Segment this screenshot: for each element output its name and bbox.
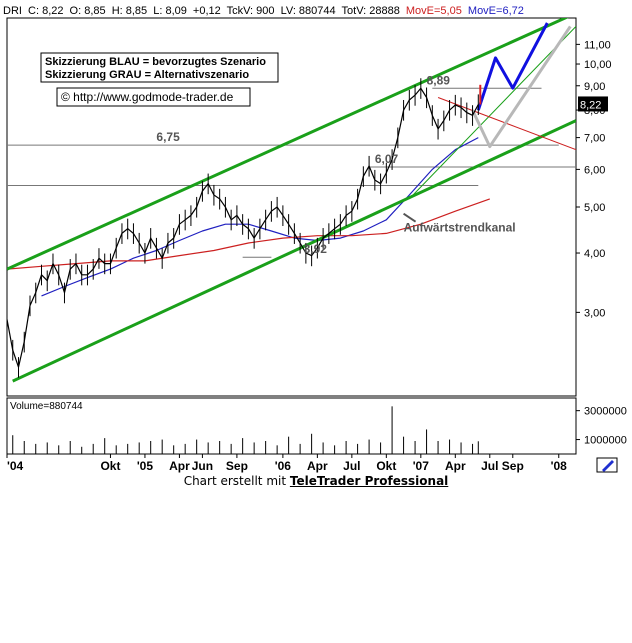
y-tick-label: 10,00 <box>584 59 612 71</box>
header-low: L: 8,09 <box>153 5 187 17</box>
x-axis: '04 Okt '05 Apr Jun Sep '06 Apr Jul Okt '07 Apr Jul S… <box>6 454 568 473</box>
annotation-label: 6,75 <box>156 130 180 144</box>
x-tick-label: '08 <box>551 459 568 473</box>
annotation-label: Aufwärtstrendkanal <box>404 221 516 235</box>
pen-icon[interactable] <box>596 457 618 473</box>
x-tick-label: '05 <box>137 459 154 473</box>
volume-bars <box>12 406 479 454</box>
volume-tick-label: 1000000 <box>584 435 627 447</box>
legend-line-grey: Skizzierung GRAU = Alternativszenario <box>45 69 249 81</box>
header-close: C: 8,22 <box>28 5 63 17</box>
x-tick-label: Okt <box>376 459 396 473</box>
y-tick-label: 6,00 <box>584 164 605 176</box>
footer-credit: Chart erstellt mit TeleTrader Profession… <box>0 474 632 488</box>
source-url: © http://www.godmode-trader.de <box>61 90 234 104</box>
series-grey-scenario <box>471 25 572 149</box>
x-tick-label: '06 <box>275 459 292 473</box>
series-ma-red <box>7 198 491 270</box>
x-tick-label: Apr <box>307 459 328 473</box>
chart-lines <box>7 18 576 383</box>
annotation-arrow <box>403 212 417 223</box>
x-tick-label: Sep <box>226 459 248 473</box>
price-series <box>7 78 482 378</box>
y-tick-label: 5,00 <box>584 202 605 214</box>
series-channel-upper <box>7 18 569 271</box>
x-tick-label: Apr <box>169 459 190 473</box>
volume-panel <box>6 397 577 455</box>
x-tick-label: Jul <box>481 459 498 473</box>
header-symbol: DRI <box>3 5 22 17</box>
header-bar: DRI C: 8,22 O: 8,85 H: 8,85 L: 8,09 +0,1… <box>3 5 524 17</box>
header-tick-volume: TckV: 900 <box>227 5 275 17</box>
series-blue-scenario <box>476 22 549 111</box>
y-tick-label: 3,00 <box>584 307 605 319</box>
scenario-legend: Skizzierung BLAU = bevorzugtes Szenario … <box>40 52 279 107</box>
y-tick-label: 7,00 <box>584 133 605 145</box>
footer-prefix: Chart erstellt mit <box>183 474 287 488</box>
header-total-volume: TotV: 28888 <box>342 5 400 17</box>
x-tick-label: Jun <box>192 459 213 473</box>
series-channel-lower <box>12 119 576 383</box>
annotation-label: 8,89 <box>427 73 451 87</box>
header-high: H: 8,85 <box>112 5 147 17</box>
header-change: +0,12 <box>193 5 221 17</box>
x-tick-label: Sep <box>502 459 524 473</box>
footer-brand-link[interactable]: TeleTrader Professional <box>289 474 449 488</box>
header-open: O: 8,85 <box>70 5 106 17</box>
legend-line-blue: Skizzierung BLAU = bevorzugtes Szenario <box>45 56 266 68</box>
x-tick-label: Okt <box>100 459 120 473</box>
x-tick-label: Jul <box>343 459 360 473</box>
last-price-label: 8,22 <box>580 99 601 111</box>
y-tick-label: 4,00 <box>584 248 605 260</box>
annotations: 6,75 6,07 3,92 8,89 Aufwärtstrendkanal <box>156 73 515 256</box>
y-tick-label: 9,00 <box>584 81 605 93</box>
y-tick-label: 11,00 <box>584 39 611 51</box>
x-tick-label: '04 <box>7 459 24 473</box>
volume-label: Volume=880744 <box>10 401 83 412</box>
header-move-red: MovE=5,05 <box>406 5 462 17</box>
annotation-label: 3,92 <box>304 242 328 256</box>
x-tick-label: '07 <box>413 459 430 473</box>
last-price-tag: 8,22 <box>578 96 608 112</box>
volume-axis: 3000000 1000000 <box>576 406 627 447</box>
header-last-volume: LV: 880744 <box>281 5 336 17</box>
x-tick-label: Apr <box>445 459 466 473</box>
annotation-label: 6,07 <box>375 152 399 166</box>
volume-tick-label: 3000000 <box>584 406 627 418</box>
header-move-blue: MovE=6,72 <box>468 5 524 17</box>
series-channel-inner <box>408 26 576 200</box>
